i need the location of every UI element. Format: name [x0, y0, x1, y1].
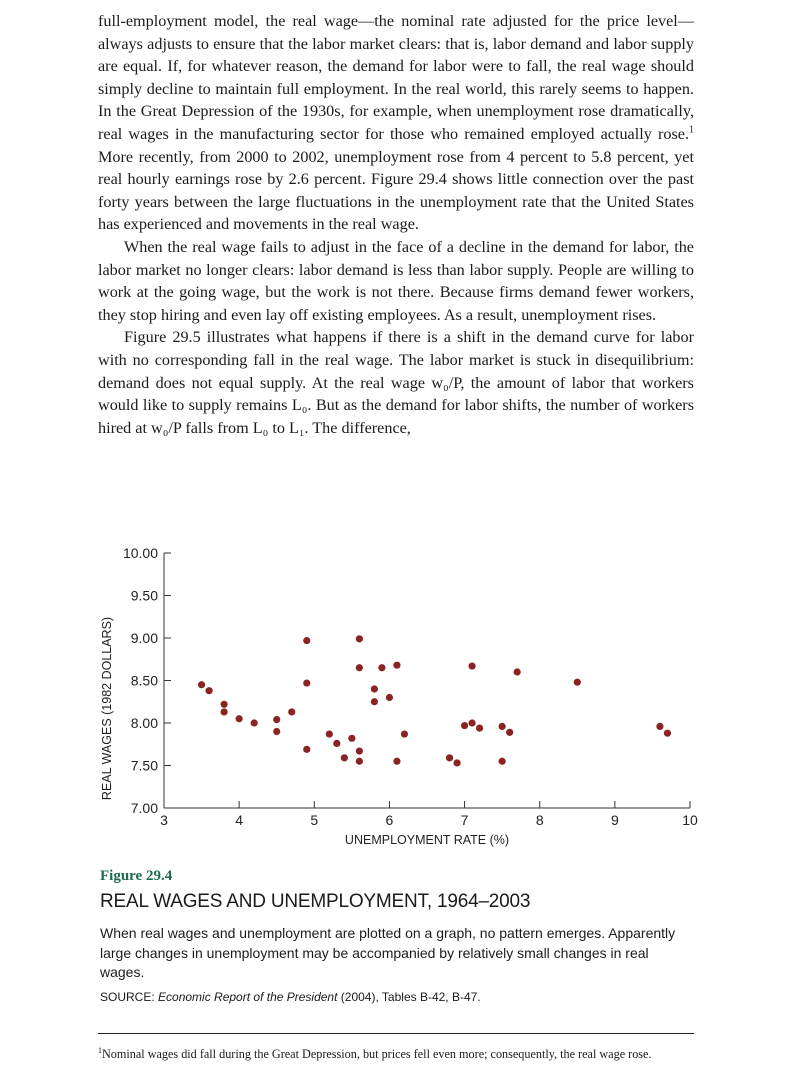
data-point — [333, 739, 341, 747]
data-point — [355, 757, 363, 765]
data-point — [250, 719, 258, 727]
y-tick-label: 7.00 — [131, 800, 158, 816]
data-point — [453, 759, 461, 767]
data-point — [385, 693, 394, 702]
data-point — [400, 730, 409, 738]
figure-title: REAL WAGES AND UNEMPLOYMENT, 1964–2003 — [100, 891, 531, 912]
x-tick-label: 3 — [160, 812, 168, 828]
x-axis-title: UNEMPLOYMENT RATE (%) — [345, 833, 509, 847]
data-point — [273, 716, 281, 724]
paragraph-3: Figure 29.5 illustrates what happens if … — [98, 328, 694, 437]
data-point — [573, 678, 581, 686]
data-point — [370, 698, 378, 706]
x-tick-label: 10 — [682, 812, 698, 828]
x-tick-label: 8 — [536, 812, 544, 828]
y-tick-label: 9.50 — [131, 588, 158, 604]
x-tick-label: 9 — [611, 812, 619, 828]
x-tick-label: 7 — [461, 812, 469, 828]
data-point — [303, 679, 311, 687]
footnote-text: Nominal wages did fall during the Great … — [102, 1047, 652, 1062]
data-point — [288, 708, 296, 716]
y-tick-label: 9.00 — [131, 630, 158, 646]
paragraph-2: When the real wage fails to adjust in th… — [98, 237, 694, 324]
data-point — [348, 734, 356, 742]
data-point — [273, 727, 281, 736]
data-point — [205, 687, 213, 695]
data-point — [468, 719, 476, 727]
data-point — [513, 668, 521, 676]
x-tick-label: 4 — [235, 812, 243, 828]
data-point — [460, 721, 469, 730]
body-text: full-employment model, the real wage—the… — [98, 10, 694, 439]
data-point — [663, 729, 672, 737]
y-tick-label: 7.50 — [131, 758, 158, 774]
footnote-reference: 1 — [689, 124, 694, 136]
x-tick-label: 6 — [386, 812, 394, 828]
data-point — [220, 708, 228, 716]
data-point — [468, 662, 476, 670]
footnote-marker: 1 — [98, 1046, 102, 1055]
data-point — [325, 730, 333, 738]
y-axis-title: REAL WAGES (1982 DOLLARS) — [100, 617, 114, 800]
data-point — [506, 728, 514, 736]
data-point — [340, 754, 348, 762]
source-rest: (2004), Tables B-42, B-47. — [337, 990, 481, 1004]
data-point — [355, 664, 363, 672]
figure-description: When real wages and unemployment are plo… — [100, 925, 676, 980]
data-point — [355, 747, 363, 755]
scatter-chart: 7.00 7.50 8.00 8.50 9.00 9.50 10.00 3 4 5 6 7 8 9 10 UN… — [100, 545, 698, 847]
paragraph-1-continued: More recently, from 2000 to 2002, unempl… — [98, 147, 694, 234]
source-prefix: SOURCE: — [100, 990, 159, 1004]
data-point — [303, 745, 311, 753]
data-point — [445, 754, 454, 762]
source-title: Economic Report of the President — [158, 990, 338, 1004]
footnote-divider — [98, 1033, 694, 1034]
data-point — [378, 664, 386, 672]
data-point — [656, 722, 664, 730]
y-tick-label: 8.00 — [131, 715, 158, 731]
data-point — [355, 635, 363, 643]
x-tick-label: 5 — [310, 812, 318, 828]
data-point — [476, 724, 484, 732]
data-point — [393, 661, 401, 669]
data-point — [197, 681, 206, 689]
data-point — [220, 700, 228, 708]
figure-source: SOURCE: Economic Report of the President… — [100, 990, 696, 1004]
data-point — [235, 715, 243, 723]
footnote: 1Nominal wages did fall during the Great… — [98, 1042, 694, 1063]
y-tick-label: 10.00 — [123, 545, 158, 561]
data-point — [498, 757, 506, 765]
paragraph-1-text: full-employment model, the real wage—the… — [98, 12, 694, 143]
data-point — [303, 636, 311, 645]
figure-label: Figure 29.4 — [100, 868, 173, 884]
y-tick-label: 8.50 — [131, 673, 158, 689]
data-point — [370, 685, 378, 693]
paragraph-1: full-employment model, the real wage—the… — [98, 10, 694, 236]
data-point — [498, 722, 506, 730]
data-point — [393, 757, 401, 765]
